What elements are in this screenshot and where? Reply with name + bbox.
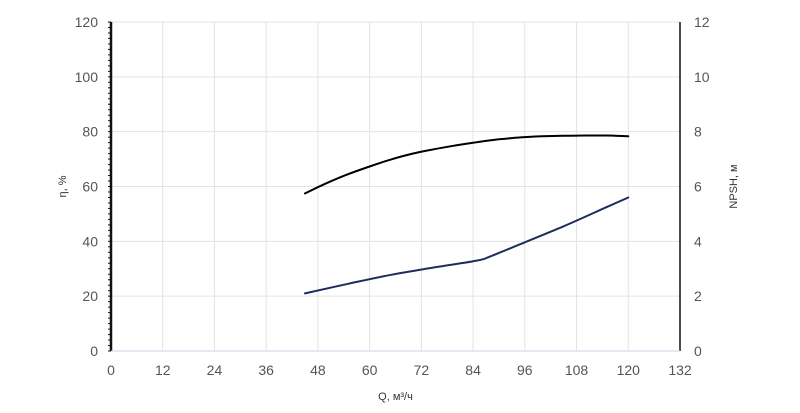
- right-y-tick-label: 0: [694, 343, 702, 359]
- right-y-axis-title: NPSH, м: [728, 164, 740, 208]
- right-y-tick-label: 12: [694, 14, 710, 30]
- efficiency-series-line: [304, 134, 630, 195]
- left-y-tick-label: 60: [82, 179, 98, 195]
- left-y-tick-label: 120: [75, 14, 99, 30]
- right-y-tick-label: 8: [694, 124, 702, 140]
- right-y-tick-label: 4: [694, 233, 702, 249]
- x-tick-label: 108: [565, 362, 589, 378]
- x-tick-label: 36: [258, 362, 274, 378]
- x-tick-label: 84: [465, 362, 481, 378]
- x-tick-labels: 0 12 24 36 48 60 72 84 96 108 120 132: [107, 362, 692, 378]
- right-y-tick-label: 6: [694, 179, 702, 195]
- x-tick-label: 132: [668, 362, 692, 378]
- right-y-tick-labels: 0 2 4 6 8 10 12: [694, 14, 710, 359]
- x-tick-label: 96: [517, 362, 533, 378]
- series: [304, 134, 630, 295]
- left-y-tick-label: 40: [82, 233, 98, 249]
- left-y-tick-labels: 0 20 40 60 80 100 120: [75, 14, 99, 359]
- x-tick-label: 12: [155, 362, 171, 378]
- left-y-tick-label: 20: [82, 288, 98, 304]
- x-tick-label: 24: [207, 362, 223, 378]
- x-tick-label: 48: [310, 362, 326, 378]
- x-tick-label: 0: [107, 362, 115, 378]
- left-y-tick-label: 80: [82, 124, 98, 140]
- left-y-tick-label: 100: [75, 69, 99, 85]
- x-tick-label: 120: [617, 362, 641, 378]
- right-y-tick-label: 10: [694, 69, 710, 85]
- left-y-tick-label: 0: [90, 343, 98, 359]
- grid: [111, 21, 680, 351]
- left-y-minor-ticks: [108, 21, 111, 352]
- x-tick-label: 72: [414, 362, 430, 378]
- left-y-axis-title: η, %: [57, 175, 69, 197]
- right-y-tick-label: 2: [694, 288, 702, 304]
- x-tick-label: 60: [362, 362, 378, 378]
- npsh-series-line: [304, 196, 630, 295]
- x-axis-title: Q, м³/ч: [378, 391, 413, 403]
